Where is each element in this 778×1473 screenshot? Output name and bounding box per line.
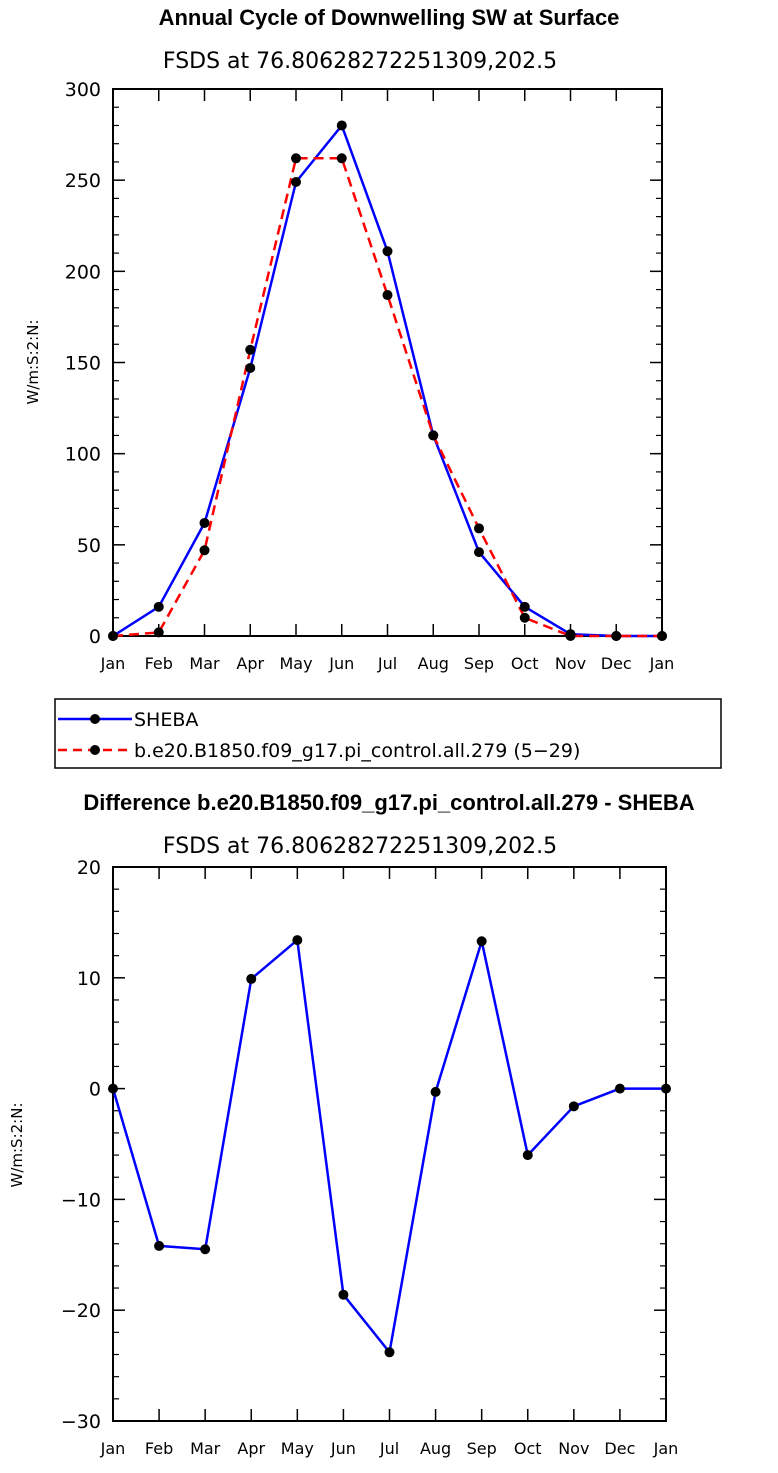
chart2-xtick-label: Jun (330, 1439, 356, 1458)
chart1-series-1-point (428, 430, 439, 441)
chart1-xtick-label: Oct (511, 654, 539, 673)
chart1-xtick-label: Apr (236, 654, 264, 673)
chart2-xtick-label: Dec (604, 1439, 635, 1458)
chart1-xtick-label: Sep (464, 654, 494, 673)
chart2-series-0-point (430, 1086, 441, 1097)
chart1-series-1-point (382, 290, 393, 301)
chart1-xtick-label: Jan (100, 654, 126, 673)
chart2-series-0-point (292, 935, 303, 946)
chart1-series-0-point (199, 517, 210, 528)
chart1-series-1-line (112, 157, 662, 638)
chart1-ytick-label: 0 (89, 626, 101, 648)
chart1-ytick-label: 300 (65, 79, 101, 101)
chart2-xtick-label: Oct (514, 1439, 542, 1458)
chart2-ylabel: W/m:S:2:N: (8, 1103, 26, 1188)
chart2-xtick-label: Jan (653, 1439, 679, 1458)
chart1-plot: 0 50 100 150 200 250 300 Jan Feb Mar Apr May Jun Jul A… (65, 79, 675, 673)
chart2-xtick-label: Nov (558, 1439, 589, 1458)
chart1-xtick-label: Dec (601, 654, 632, 673)
chart2-xtick-label: Aug (420, 1439, 451, 1458)
chart2-subtitle: FSDS at 76.80628272251309,202.5 (163, 834, 557, 859)
chart1-subtitle: FSDS at 76.80628272251309,202.5 (163, 49, 557, 74)
chart2-series-0-point (568, 1101, 579, 1112)
chart1-xtick-label: Jan (649, 654, 675, 673)
legend-sheba-label: SHEBA (134, 709, 198, 731)
legend-model-marker (90, 745, 100, 755)
chart1-series-1-point (519, 612, 530, 623)
legend: SHEBA b.e20.B1850.f09_g17.pi_control.all… (54, 698, 722, 769)
chart2-series-0-line (111, 938, 666, 1354)
chart2-series-0-point (614, 1083, 625, 1094)
chart1-series-1-point (291, 153, 301, 164)
chart2-series-0-point (200, 1244, 211, 1255)
legend-model-label: b.e20.B1850.f09_g17.pi_control.all.279 (… (134, 740, 580, 762)
chart1-series-0-point (291, 176, 301, 187)
chart1-series-0-point (245, 362, 256, 373)
chart1-series-1-point (153, 627, 164, 638)
chart1-ylabel: W/m:S:2:N: (24, 320, 42, 405)
chart1-series-1-point (611, 631, 622, 641)
chart1-ytick-label: 250 (65, 170, 101, 192)
chart1-ytick-label: 200 (65, 261, 101, 283)
chart1-xtick-label: Feb (145, 654, 173, 673)
chart1-xtick-label: Mar (189, 654, 220, 673)
chart1-xtick-label: Nov (555, 654, 586, 673)
chart1-frame (112, 88, 663, 637)
legend-box (54, 698, 722, 769)
chart1-ytick-label: 150 (65, 353, 101, 375)
chart2-xtick-label: Jan (100, 1439, 126, 1458)
chart1-xtick-label: May (279, 654, 312, 673)
chart1-series-0-point (382, 246, 393, 257)
chart2-xtick-label: Jul (379, 1439, 399, 1458)
chart1-series-0-point (153, 601, 164, 612)
chart2-series-0-point (108, 1083, 118, 1094)
chart2-frame (112, 866, 667, 1422)
chart1-series-0-point (474, 547, 484, 558)
chart2-series-0-point (384, 1347, 395, 1358)
chart1-series-1-point (245, 344, 256, 355)
chart2-ytick-label: −30 (61, 1411, 101, 1433)
chart1-series-0-point (519, 601, 530, 612)
chart1-ytick-label: 50 (77, 535, 101, 557)
chart1-xtick-label: Jul (377, 654, 397, 673)
chart2-series-0-point (476, 936, 487, 947)
chart1-ytick-label: 100 (65, 444, 101, 466)
chart2-plot: −30 −20 −10 0 10 20 Jan Feb Mar Apr May Jun Jul Aug Se… (61, 857, 678, 1458)
chart2-xtick-label: Mar (190, 1439, 221, 1458)
chart1-series-0-point (336, 120, 347, 131)
chart2-series-0-point (661, 1083, 671, 1094)
chart2-ytick-label: 0 (89, 1079, 101, 1101)
chart1-title: Annual Cycle of Downwelling SW at Surfac… (159, 5, 620, 30)
chart2-xtick-label: Apr (237, 1439, 265, 1458)
chart2-xtick-label: Feb (145, 1439, 173, 1458)
chart1-series-1-point (336, 153, 347, 164)
legend-sheba-marker (90, 714, 100, 724)
chart2-ytick-label: −10 (61, 1189, 101, 1211)
chart1-series-0-line (112, 124, 662, 638)
chart2-series-0-point (522, 1150, 533, 1161)
chart1-xtick-label: Jun (328, 654, 354, 673)
chart2-ytick-label: 10 (77, 968, 101, 990)
chart1-series-1-point (657, 631, 667, 641)
chart1-series-1-point (108, 631, 118, 641)
chart1-xtick-label: Aug (418, 654, 449, 673)
chart2-series-0-point (246, 973, 257, 984)
chart1-series-1-point (199, 545, 210, 556)
chart2-ytick-label: −20 (61, 1300, 101, 1322)
chart2-series-0-point (154, 1240, 165, 1251)
chart2-title: Difference b.e20.B1850.f09_g17.pi_contro… (83, 790, 694, 815)
chart2-xtick-label: May (281, 1439, 314, 1458)
chart2-ytick-label: 20 (77, 857, 101, 879)
chart1-series-1-point (565, 631, 576, 641)
chart1-series-1-point (474, 523, 484, 534)
chart2-series-0-point (338, 1289, 349, 1300)
chart2-xtick-label: Sep (467, 1439, 497, 1458)
